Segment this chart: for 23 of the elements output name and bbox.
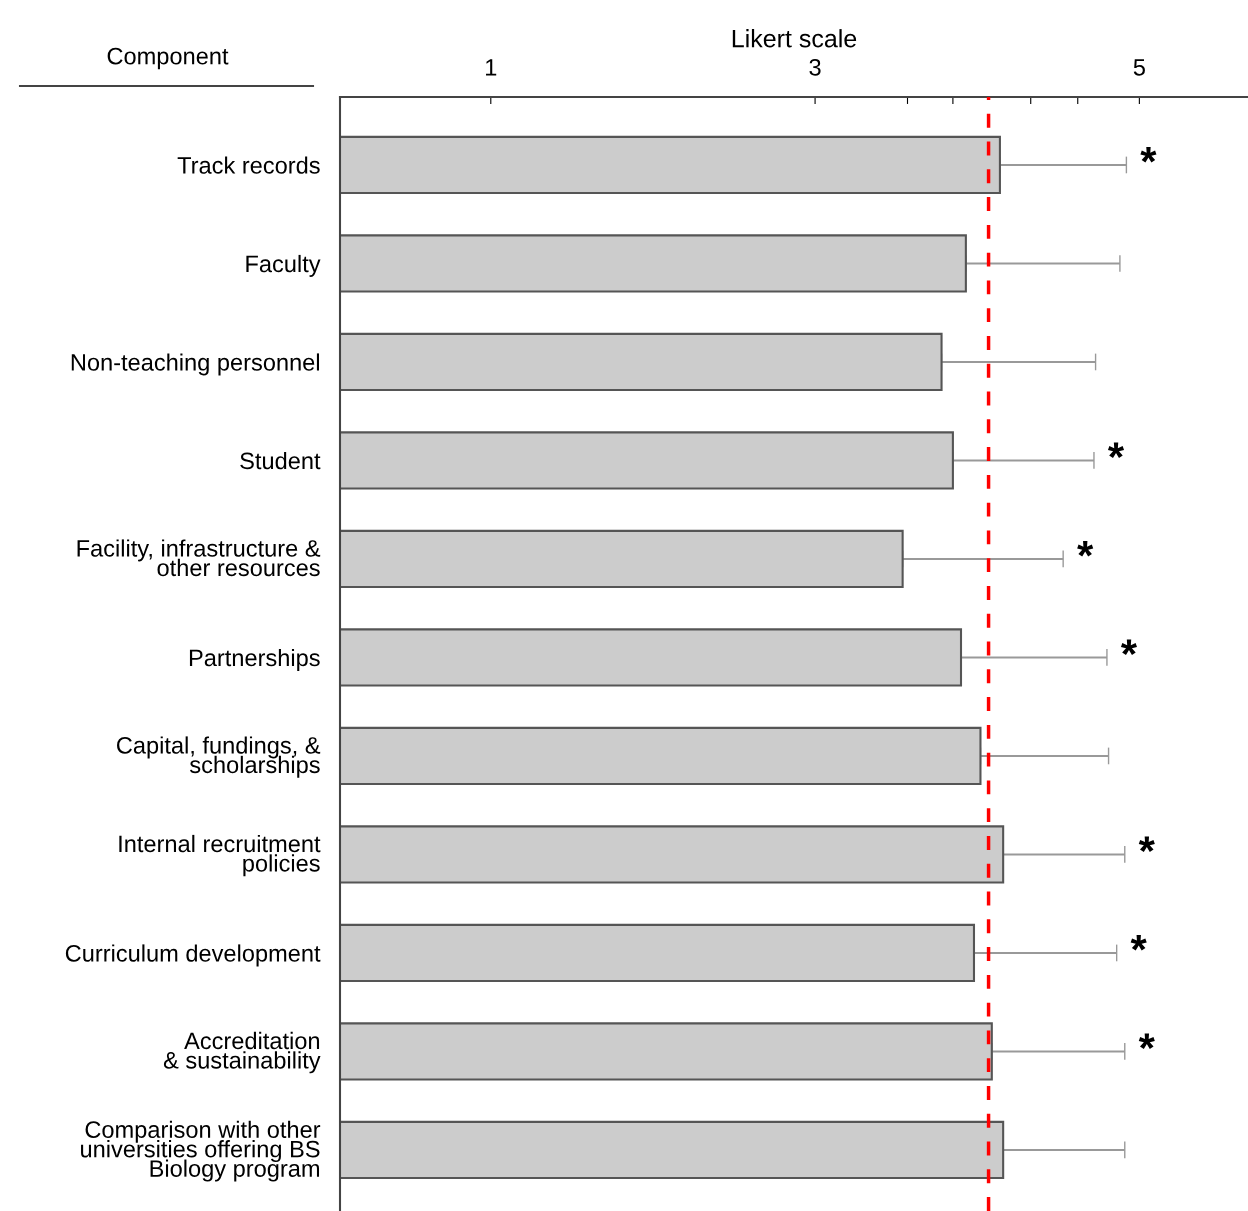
annotation: * xyxy=(1120,639,1137,656)
annotation: * xyxy=(1077,541,1094,557)
annotation: * xyxy=(1140,147,1157,163)
annotation: * xyxy=(1130,935,1147,951)
y-tick-label: Track records xyxy=(177,156,320,174)
y-tick-label: Non-teaching personnel xyxy=(71,353,319,376)
y-tick-label: Comparison with other universities offering BS Biology program xyxy=(81,1120,321,1182)
y-tick-label: Facility, infrastructure & other resources xyxy=(77,539,321,577)
y-tick-label: Internal recruitment policies xyxy=(119,834,321,877)
y-tick-label: Partnerships xyxy=(189,648,320,671)
x-tick-label: 3 xyxy=(809,58,821,76)
y-axis-title: Component xyxy=(107,47,229,70)
annotation: * xyxy=(1138,1033,1155,1050)
y-tick-label: Student xyxy=(240,451,321,470)
y-tick-label: Accreditation & sustainability xyxy=(163,1031,321,1074)
x-tick-label: 5 xyxy=(1133,59,1145,76)
x-tick-label: 1 xyxy=(486,59,497,76)
annotation: * xyxy=(1107,442,1125,459)
y-tick-label: Capital, fundings, & scholarships xyxy=(117,736,321,778)
x-axis-title: Likert scale xyxy=(732,29,857,48)
y-tick-label: Faculty xyxy=(246,254,321,277)
annotation: * xyxy=(1138,836,1155,853)
y-tick-label: Curriculum development xyxy=(65,944,321,967)
